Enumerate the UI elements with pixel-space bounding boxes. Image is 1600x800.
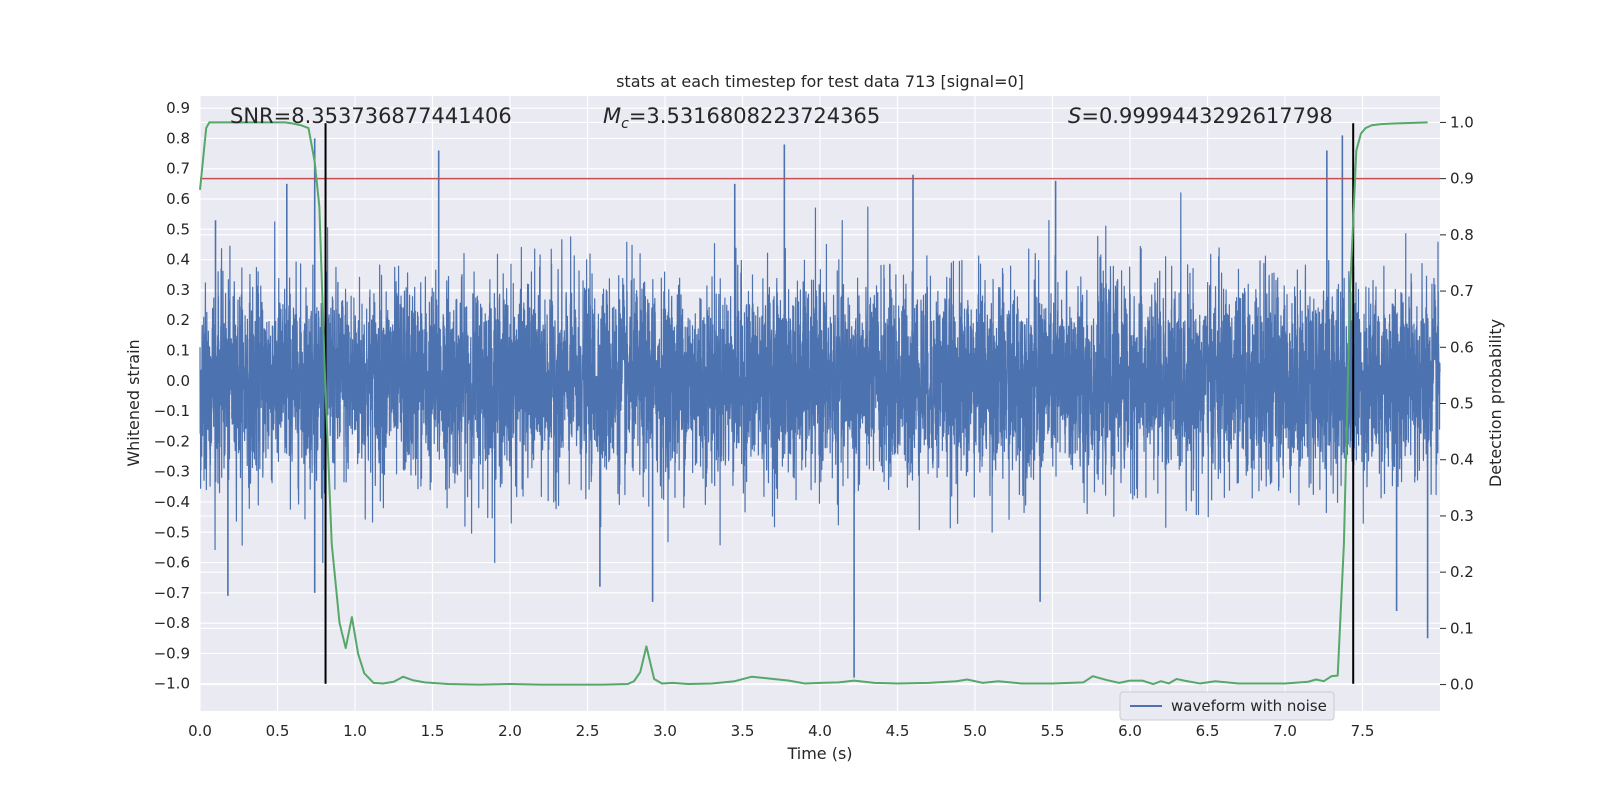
x-tick-label: 2.5	[576, 722, 600, 740]
chirp-mass-subscript: c	[621, 116, 629, 132]
x-tick-label: 0.0	[188, 722, 212, 740]
y-tick-label-left: 0.5	[166, 220, 190, 238]
waveform-with-noise-line	[199, 192, 1441, 564]
y-tick-label-left: 0.0	[166, 372, 190, 390]
y-tick-label-left: 0.4	[166, 251, 190, 269]
score-value: =0.9999443292617798	[1081, 104, 1332, 128]
y-tick-label-right: 0.9	[1450, 170, 1474, 188]
legend-box	[1119, 691, 1335, 721]
chirp-mass-value: =3.5316808223724365	[629, 104, 880, 128]
x-tick-label: 6.0	[1118, 722, 1142, 740]
y-axis-title-left: Whitened strain	[124, 339, 143, 466]
detection-probability-line	[199, 121, 1428, 686]
overlay-layer	[199, 121, 1440, 686]
snr-annotation: SNR=8.353736877441406	[230, 104, 512, 128]
y-tick-label-right: 0.8	[1450, 226, 1474, 244]
y-tick-label-left: −0.5	[154, 523, 190, 541]
y-tick-label-right: 0.0	[1450, 676, 1474, 694]
y-tick-label-right: 0.3	[1450, 507, 1474, 525]
y-tick-label-left: 0.9	[166, 99, 190, 117]
y-tick-label-left: 0.2	[166, 311, 190, 329]
x-tick-label: 7.0	[1273, 722, 1297, 740]
y-tick-label-left: −0.4	[154, 493, 190, 511]
y-tick-label-left: −0.7	[154, 584, 190, 602]
x-tick-label: 3.0	[653, 722, 677, 740]
x-tick-label: 7.5	[1351, 722, 1375, 740]
y-axis-title-right: Detection probability	[1486, 319, 1505, 487]
y-tick-label-right: 1.0	[1450, 113, 1474, 131]
y-tick-label-left: −0.6	[154, 554, 190, 572]
x-tick-label: 6.5	[1196, 722, 1220, 740]
y-tick-label-left: 0.7	[166, 160, 190, 178]
chirp-mass-symbol: M	[603, 104, 621, 128]
y-tick-label-right: 0.4	[1450, 451, 1474, 469]
x-axis-title: Time (s)	[786, 744, 852, 763]
waveform-with-noise-series	[199, 135, 1441, 678]
x-tick-label: 0.5	[266, 722, 290, 740]
x-tick-label: 5.0	[963, 722, 987, 740]
x-tick-label: 4.0	[808, 722, 832, 740]
plot-title: stats at each timestep for test data 713…	[616, 72, 1024, 91]
y-tick-label-right: 0.1	[1450, 619, 1474, 637]
x-tick-label: 3.5	[731, 722, 755, 740]
y-tick-label-left: −0.9	[154, 644, 190, 662]
y-tick-label-left: 0.6	[166, 190, 190, 208]
legend: waveform with noise	[1119, 691, 1335, 721]
x-tick-label: 1.5	[421, 722, 445, 740]
y-tick-label-left: −0.8	[154, 614, 190, 632]
score-symbol: S	[1068, 104, 1081, 128]
x-tick-label: 1.0	[343, 722, 367, 740]
y-tick-label-right: 0.7	[1450, 282, 1474, 300]
y-tick-label-left: 0.3	[166, 281, 190, 299]
legend-label: waveform with noise	[1171, 697, 1327, 715]
y-tick-label-right: 0.5	[1450, 395, 1474, 413]
x-tick-label: 5.5	[1041, 722, 1065, 740]
y-tick-label-left: −1.0	[154, 675, 190, 693]
y-tick-label-left: −0.3	[154, 463, 190, 481]
y-tick-label-left: −0.2	[154, 432, 190, 450]
x-tick-label: 2.0	[498, 722, 522, 740]
y-tick-label-right: 0.2	[1450, 563, 1474, 581]
y-tick-label-left: −0.1	[154, 402, 190, 420]
score-annotation: S=0.9999443292617798	[1068, 104, 1333, 128]
y-tick-label-right: 0.6	[1450, 338, 1474, 356]
x-tick-label: 4.5	[886, 722, 910, 740]
axis-ticks: 0.0 0.5 1.0 1.5 2.0 2.5 3.0 3.5 4.0 4.5 5.0 5.5 6.0 6…	[154, 99, 1474, 740]
y-tick-label-left: 0.1	[166, 341, 190, 359]
y-tick-label-left: 0.8	[166, 129, 190, 147]
chirp-mass-annotation: Mc=3.5316808223724365	[603, 104, 880, 132]
